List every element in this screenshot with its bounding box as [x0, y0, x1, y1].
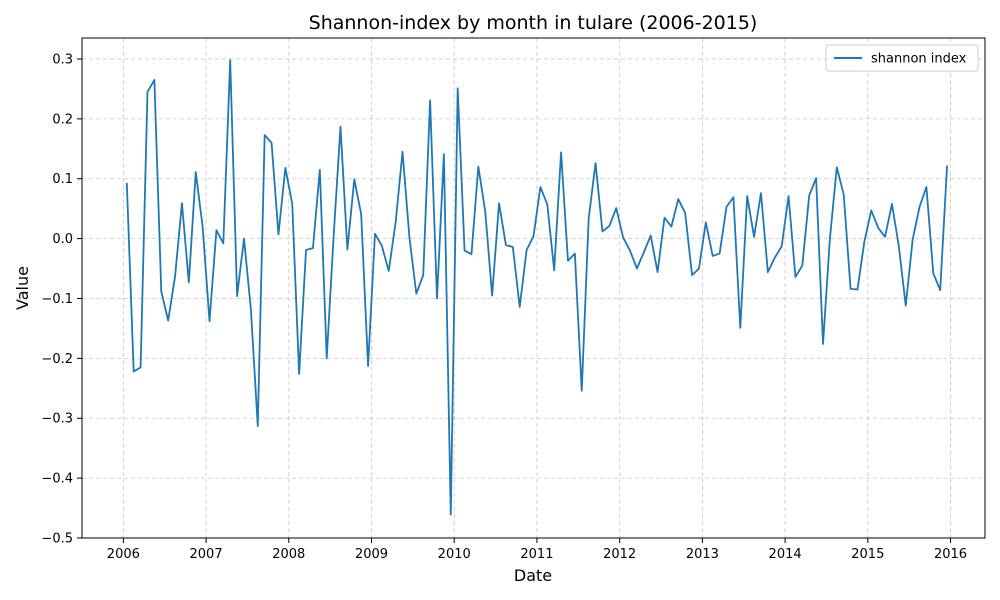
plot-frame — [81, 37, 986, 539]
y-axis: 0.3 0.2 0.1 0.0 −0.1 −0.2 −0.3 −0.4 −0.5 — [41, 52, 82, 547]
y-axis-title: Value — [13, 266, 32, 310]
legend-label: shannon index — [871, 52, 967, 67]
x-tick-label: 2014 — [769, 547, 802, 562]
y-tick-label: 0.2 — [52, 112, 73, 127]
x-tick-label: 2012 — [603, 547, 636, 562]
y-tick-label: −0.4 — [41, 472, 73, 487]
x-tick-label: 2010 — [438, 547, 471, 562]
y-tick-label: 0.0 — [52, 232, 73, 247]
y-tick-label: 0.1 — [52, 172, 73, 187]
y-tick-label: −0.1 — [41, 292, 73, 307]
x-tick-label: 2006 — [107, 547, 140, 562]
y-tick-label: −0.5 — [41, 532, 73, 547]
legend-box — [825, 44, 979, 72]
x-tick-label: 2008 — [272, 547, 305, 562]
y-tick-label: 0.3 — [52, 52, 73, 67]
chart-title: Shannon-index by month in tulare (2006-2… — [309, 12, 758, 34]
series-line-shannon-index — [125, 59, 948, 516]
x-tick-label: 2007 — [190, 547, 223, 562]
x-tick-label: 2016 — [934, 547, 967, 562]
y-tick-label: −0.3 — [41, 412, 73, 427]
x-tick-label: 2015 — [851, 547, 884, 562]
x-tick-label: 2011 — [520, 547, 553, 562]
series-layer — [125, 59, 948, 516]
legend: shannon index — [825, 44, 979, 72]
x-axis-title: Date — [514, 566, 552, 585]
x-axis: 2006 2007 2008 2009 2010 2011 2012 2013 2014 2015… — [107, 538, 967, 562]
x-tick-label: 2009 — [355, 547, 388, 562]
y-tick-label: −0.2 — [41, 352, 73, 367]
x-tick-label: 2013 — [686, 547, 719, 562]
